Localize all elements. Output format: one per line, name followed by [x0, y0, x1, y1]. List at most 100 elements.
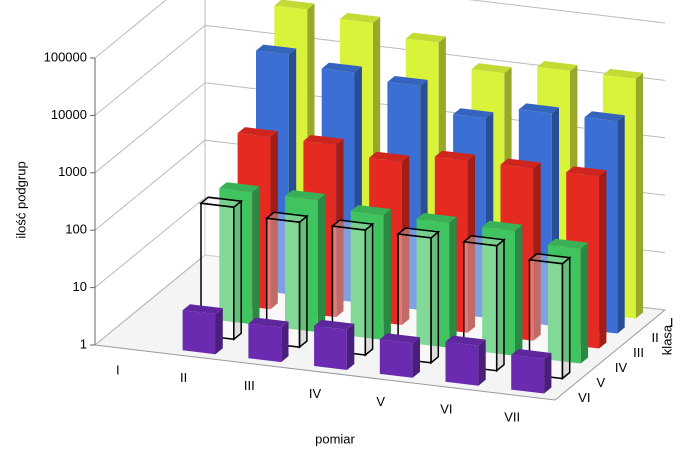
bar-side: [215, 308, 223, 355]
bar-top: [369, 151, 410, 162]
bar-top: [237, 127, 278, 138]
bar: [199, 196, 244, 341]
bar-front: [350, 211, 384, 340]
bar: [547, 238, 589, 364]
bar-front: [416, 219, 450, 348]
bar: [314, 319, 355, 370]
bar: [219, 182, 260, 325]
x-tick-label: V: [376, 394, 385, 409]
bar: [379, 333, 420, 378]
bar-front: [379, 339, 413, 378]
x-tick-label: VII: [504, 410, 520, 425]
x-tick-label: III: [244, 378, 255, 393]
x-tick-label: IV: [309, 386, 322, 401]
bar-top: [274, 0, 315, 10]
bar-top: [303, 135, 344, 145]
bar-front: [182, 310, 216, 355]
bar-top: [416, 213, 457, 223]
z-tick-label: IV: [615, 360, 628, 375]
bar-top: [321, 62, 362, 73]
bar-top: [511, 349, 552, 359]
z-axis-label: klasa: [659, 324, 674, 355]
bar-side: [233, 199, 242, 341]
bar-side: [561, 256, 571, 381]
bar-side: [430, 230, 440, 365]
bar-top: [471, 63, 512, 74]
bar: [527, 253, 572, 381]
z-tick-label: VI: [578, 390, 590, 405]
bar-side: [401, 155, 410, 325]
bar-side: [544, 353, 552, 394]
bar-front: [248, 323, 282, 363]
bar-side: [495, 238, 505, 373]
y-tick-label: 100: [65, 222, 87, 237]
bar-front: [397, 233, 432, 364]
bar-top: [285, 190, 326, 200]
bar-top: [445, 335, 486, 346]
x-axis-label: pomiar: [315, 431, 355, 446]
bar-front: [482, 226, 515, 356]
bar: [396, 227, 441, 365]
bar-top: [537, 61, 578, 71]
bar-top: [219, 182, 260, 193]
bar-side: [336, 138, 344, 318]
bar-top: [453, 108, 494, 119]
bar-side: [635, 72, 644, 319]
bar-side: [364, 222, 374, 357]
bar-front: [285, 196, 318, 333]
bar: [445, 335, 486, 386]
x-tick-label: VI: [440, 402, 452, 417]
bar: [482, 220, 523, 356]
bar-top: [182, 304, 223, 315]
z-tick-label: II: [652, 330, 659, 345]
bar-top: [547, 238, 589, 249]
z-tick-label: V: [597, 375, 606, 390]
bar-side: [346, 323, 355, 370]
bar-side: [449, 216, 457, 348]
bar-side: [317, 194, 326, 333]
bar-side: [515, 224, 523, 356]
bar-side: [599, 170, 607, 349]
bar-side: [617, 115, 625, 334]
bar: [416, 213, 457, 348]
y-tick-label: 1000: [58, 164, 87, 179]
bar-side: [412, 337, 420, 378]
bar-top: [340, 13, 381, 23]
bar-top: [584, 111, 625, 122]
bar-side: [478, 339, 486, 386]
bar-top: [602, 68, 644, 79]
bar-side: [383, 209, 391, 340]
bar-top: [500, 158, 541, 169]
bar-front: [219, 188, 253, 325]
z-tick-label: I: [670, 315, 674, 330]
bar: [248, 317, 289, 363]
bar-top: [350, 205, 391, 216]
y-tick-label: 10: [73, 279, 87, 294]
y-axis-label: ilość podgrup: [13, 161, 28, 238]
bar-front: [528, 258, 564, 380]
grid-line: [94, 0, 666, 59]
bar-top: [434, 150, 475, 161]
bar-top: [256, 44, 297, 55]
bar-side: [298, 214, 308, 349]
bar: [511, 349, 552, 394]
y-tick-label: 1: [80, 336, 87, 351]
bar: [264, 211, 309, 349]
bar-side: [281, 321, 289, 363]
bar-front: [314, 325, 347, 370]
bar: [182, 304, 223, 355]
bar-front: [547, 244, 581, 364]
bar-top: [387, 76, 428, 86]
bar-side: [252, 186, 260, 325]
y-tick-label: 100000: [44, 49, 87, 64]
bar-front: [265, 217, 301, 348]
bar-front: [445, 341, 479, 386]
bar-front: [511, 355, 545, 394]
bar-top: [566, 166, 607, 177]
bar-front: [200, 202, 235, 341]
bar-top: [482, 220, 523, 231]
x-tick-label: I: [116, 362, 120, 377]
bar-side: [270, 131, 278, 310]
bar-side: [580, 242, 589, 364]
